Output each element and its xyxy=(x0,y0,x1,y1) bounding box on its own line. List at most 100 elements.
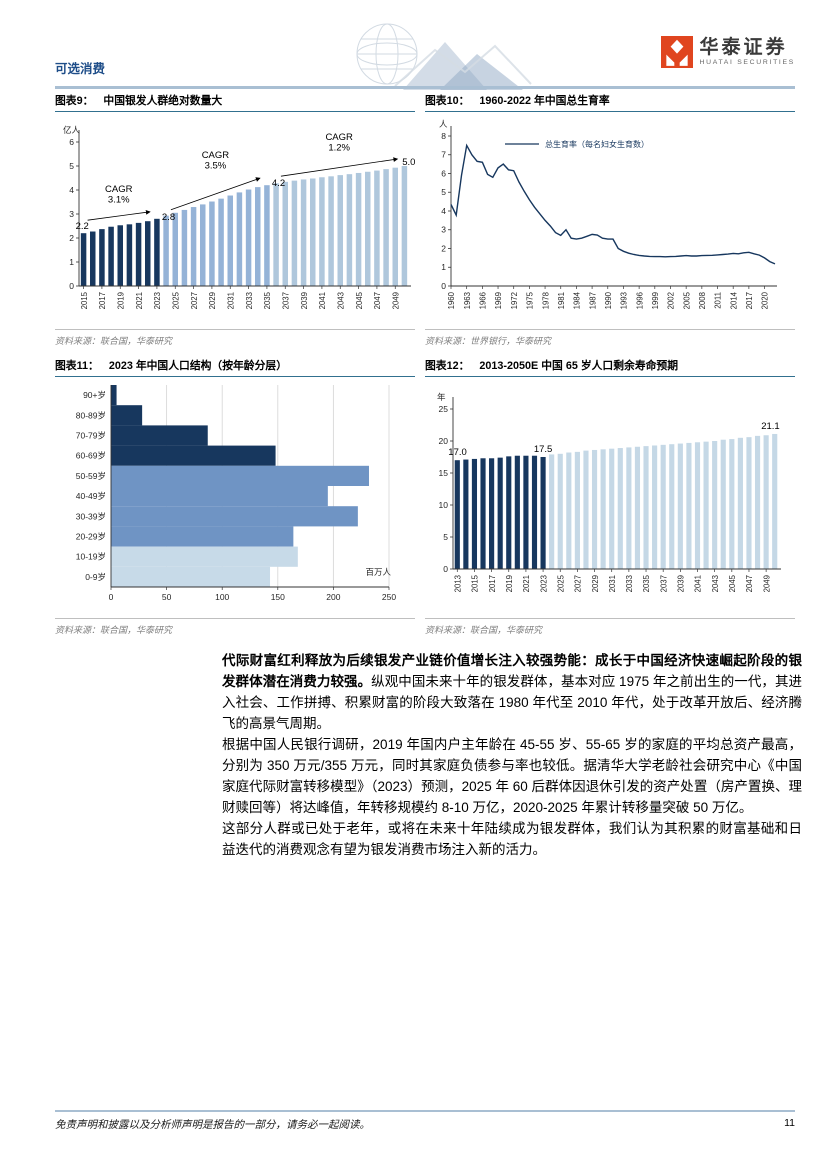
svg-text:17.0: 17.0 xyxy=(448,447,467,458)
figure-9-label: 图表9： xyxy=(55,95,94,107)
paragraph-3: 这部分人群或已处于老年，或将在未来十年陆续成为银发群体，我们认为其积累的财富基础… xyxy=(222,821,802,858)
svg-text:200: 200 xyxy=(326,592,340,602)
figure-11-chart: 90+岁 80-89岁 70-79岁 60-69岁 50-59岁 40-49岁 30-39岁… xyxy=(76,385,396,602)
svg-text:17.5: 17.5 xyxy=(534,444,553,455)
paragraph-1-lead: 代际财富红利释放为后续银发产业链价值增长注入较强势能：成长于中国经济快速崛起阶段… xyxy=(222,653,802,690)
svg-text:100: 100 xyxy=(215,592,229,602)
svg-text:1999: 1999 xyxy=(651,292,660,309)
svg-text:1963: 1963 xyxy=(463,292,472,309)
svg-text:人: 人 xyxy=(439,119,448,129)
svg-text:1993: 1993 xyxy=(620,292,629,309)
figure-10: 图表10： 1960-2022 年中国总生育率 人 0 1 2 3 4 5 6 7 8 1960 196… xyxy=(425,92,795,347)
svg-text:2017: 2017 xyxy=(98,292,107,309)
svg-text:2031: 2031 xyxy=(608,575,617,592)
svg-text:2011: 2011 xyxy=(714,292,723,309)
svg-text:60-69岁: 60-69岁 xyxy=(76,451,106,461)
svg-text:3: 3 xyxy=(69,209,74,219)
svg-text:2035: 2035 xyxy=(642,574,651,592)
svg-text:2002: 2002 xyxy=(667,292,676,309)
figure-12-title: 图表12： 2013-2050E 中国 65 岁人口剩余寿命预期 xyxy=(425,357,795,377)
svg-text:1996: 1996 xyxy=(635,292,644,309)
svg-text:30-39岁: 30-39岁 xyxy=(76,511,106,521)
svg-text:百万人: 百万人 xyxy=(365,567,391,577)
svg-text:3: 3 xyxy=(441,225,446,235)
svg-text:15: 15 xyxy=(439,468,449,478)
svg-text:2025: 2025 xyxy=(556,574,565,592)
svg-text:2033: 2033 xyxy=(625,575,634,592)
figure-9-source: 资料来源：联合国，华泰研究 xyxy=(55,329,415,347)
svg-text:1975: 1975 xyxy=(526,291,535,309)
huatai-logo-icon xyxy=(660,36,693,68)
svg-text:1978: 1978 xyxy=(541,292,550,309)
svg-text:CAGR: CAGR xyxy=(202,150,230,161)
svg-text:2039: 2039 xyxy=(300,292,309,309)
svg-text:2023: 2023 xyxy=(539,575,548,592)
svg-text:CAGR: CAGR xyxy=(105,184,133,195)
svg-text:0: 0 xyxy=(69,281,74,291)
svg-text:亿人: 亿人 xyxy=(63,125,81,135)
svg-text:0: 0 xyxy=(443,564,448,574)
figure-11-title: 图表11： 2023 年中国人口结构（按年龄分层） xyxy=(55,357,415,377)
svg-text:2035: 2035 xyxy=(263,291,272,309)
svg-text:1966: 1966 xyxy=(479,292,488,309)
paragraph-1-rest: 纵观中国未来十年的银发群体，基本对应 1975 年之前出生的一代，其进入社会、工… xyxy=(222,674,802,732)
svg-text:80-89岁: 80-89岁 xyxy=(76,410,106,420)
svg-text:1969: 1969 xyxy=(494,292,503,309)
svg-text:8: 8 xyxy=(441,131,446,141)
svg-text:0-9岁: 0-9岁 xyxy=(85,572,106,582)
header-divider xyxy=(55,86,795,89)
figure-11: 图表11： 2023 年中国人口结构（按年龄分层） 90+岁 80-89岁 70-79… xyxy=(55,357,415,636)
svg-text:2005: 2005 xyxy=(682,291,691,309)
svg-text:2017: 2017 xyxy=(745,292,754,309)
svg-text:5: 5 xyxy=(441,187,446,197)
svg-text:2.2: 2.2 xyxy=(76,221,89,232)
svg-text:2041: 2041 xyxy=(318,292,327,309)
svg-text:2015: 2015 xyxy=(471,574,480,592)
svg-text:1987: 1987 xyxy=(588,292,597,309)
figure-10-source: 资料来源：世界银行，华泰研究 xyxy=(425,329,795,347)
svg-text:25: 25 xyxy=(439,404,449,414)
svg-text:2.8: 2.8 xyxy=(162,212,175,223)
svg-text:2049: 2049 xyxy=(391,292,400,309)
svg-text:2047: 2047 xyxy=(373,292,382,309)
svg-text:3.5%: 3.5% xyxy=(205,161,227,172)
svg-text:20: 20 xyxy=(439,436,449,446)
brand-logo: 华泰证券 HUATAI SECURITIES xyxy=(660,36,796,68)
svg-text:5: 5 xyxy=(69,161,74,171)
svg-text:2045: 2045 xyxy=(728,574,737,592)
brand-name-en: HUATAI SECURITIES xyxy=(699,59,795,67)
figure-12-label: 图表12： xyxy=(425,360,470,372)
figure-9-chart: 亿人 0 1 2 3 4 5 6 2015 2017 2019 2021 2023 2025 2027 202… xyxy=(63,125,415,309)
svg-text:2013: 2013 xyxy=(453,575,462,592)
globe-watermark-icon xyxy=(356,23,532,90)
svg-text:CAGR: CAGR xyxy=(325,132,353,143)
paragraph-2: 根据中国人民银行调研，2019 年国内户主年龄在 45-55 岁、55-65 岁… xyxy=(222,737,802,816)
svg-text:2047: 2047 xyxy=(745,575,754,592)
svg-text:2029: 2029 xyxy=(208,292,217,309)
svg-text:2049: 2049 xyxy=(762,575,771,592)
svg-text:90+岁: 90+岁 xyxy=(83,390,106,400)
svg-text:2039: 2039 xyxy=(677,575,686,592)
svg-text:50-59岁: 50-59岁 xyxy=(76,471,106,481)
svg-text:0: 0 xyxy=(441,281,446,291)
svg-text:2021: 2021 xyxy=(135,292,144,309)
svg-text:2041: 2041 xyxy=(694,575,703,592)
brand-name-cn: 华泰证券 xyxy=(699,36,788,58)
svg-text:2019: 2019 xyxy=(116,292,125,309)
svg-text:2037: 2037 xyxy=(659,575,668,592)
figure-11-label: 图表11： xyxy=(55,360,99,372)
svg-text:总生育率（每名妇女生育数）: 总生育率（每名妇女生育数） xyxy=(545,139,649,149)
figure-9-title: 图表9： 中国银发人群绝对数量大 xyxy=(55,92,415,112)
svg-text:年: 年 xyxy=(437,392,446,402)
svg-text:4.2: 4.2 xyxy=(272,178,285,189)
svg-text:5: 5 xyxy=(443,532,448,542)
svg-text:2020: 2020 xyxy=(761,291,770,309)
svg-text:6: 6 xyxy=(69,137,74,147)
svg-text:2021: 2021 xyxy=(522,575,531,592)
svg-text:1990: 1990 xyxy=(604,291,613,309)
svg-text:2025: 2025 xyxy=(171,291,180,309)
svg-text:10: 10 xyxy=(439,500,449,510)
svg-text:2015: 2015 xyxy=(80,291,89,309)
